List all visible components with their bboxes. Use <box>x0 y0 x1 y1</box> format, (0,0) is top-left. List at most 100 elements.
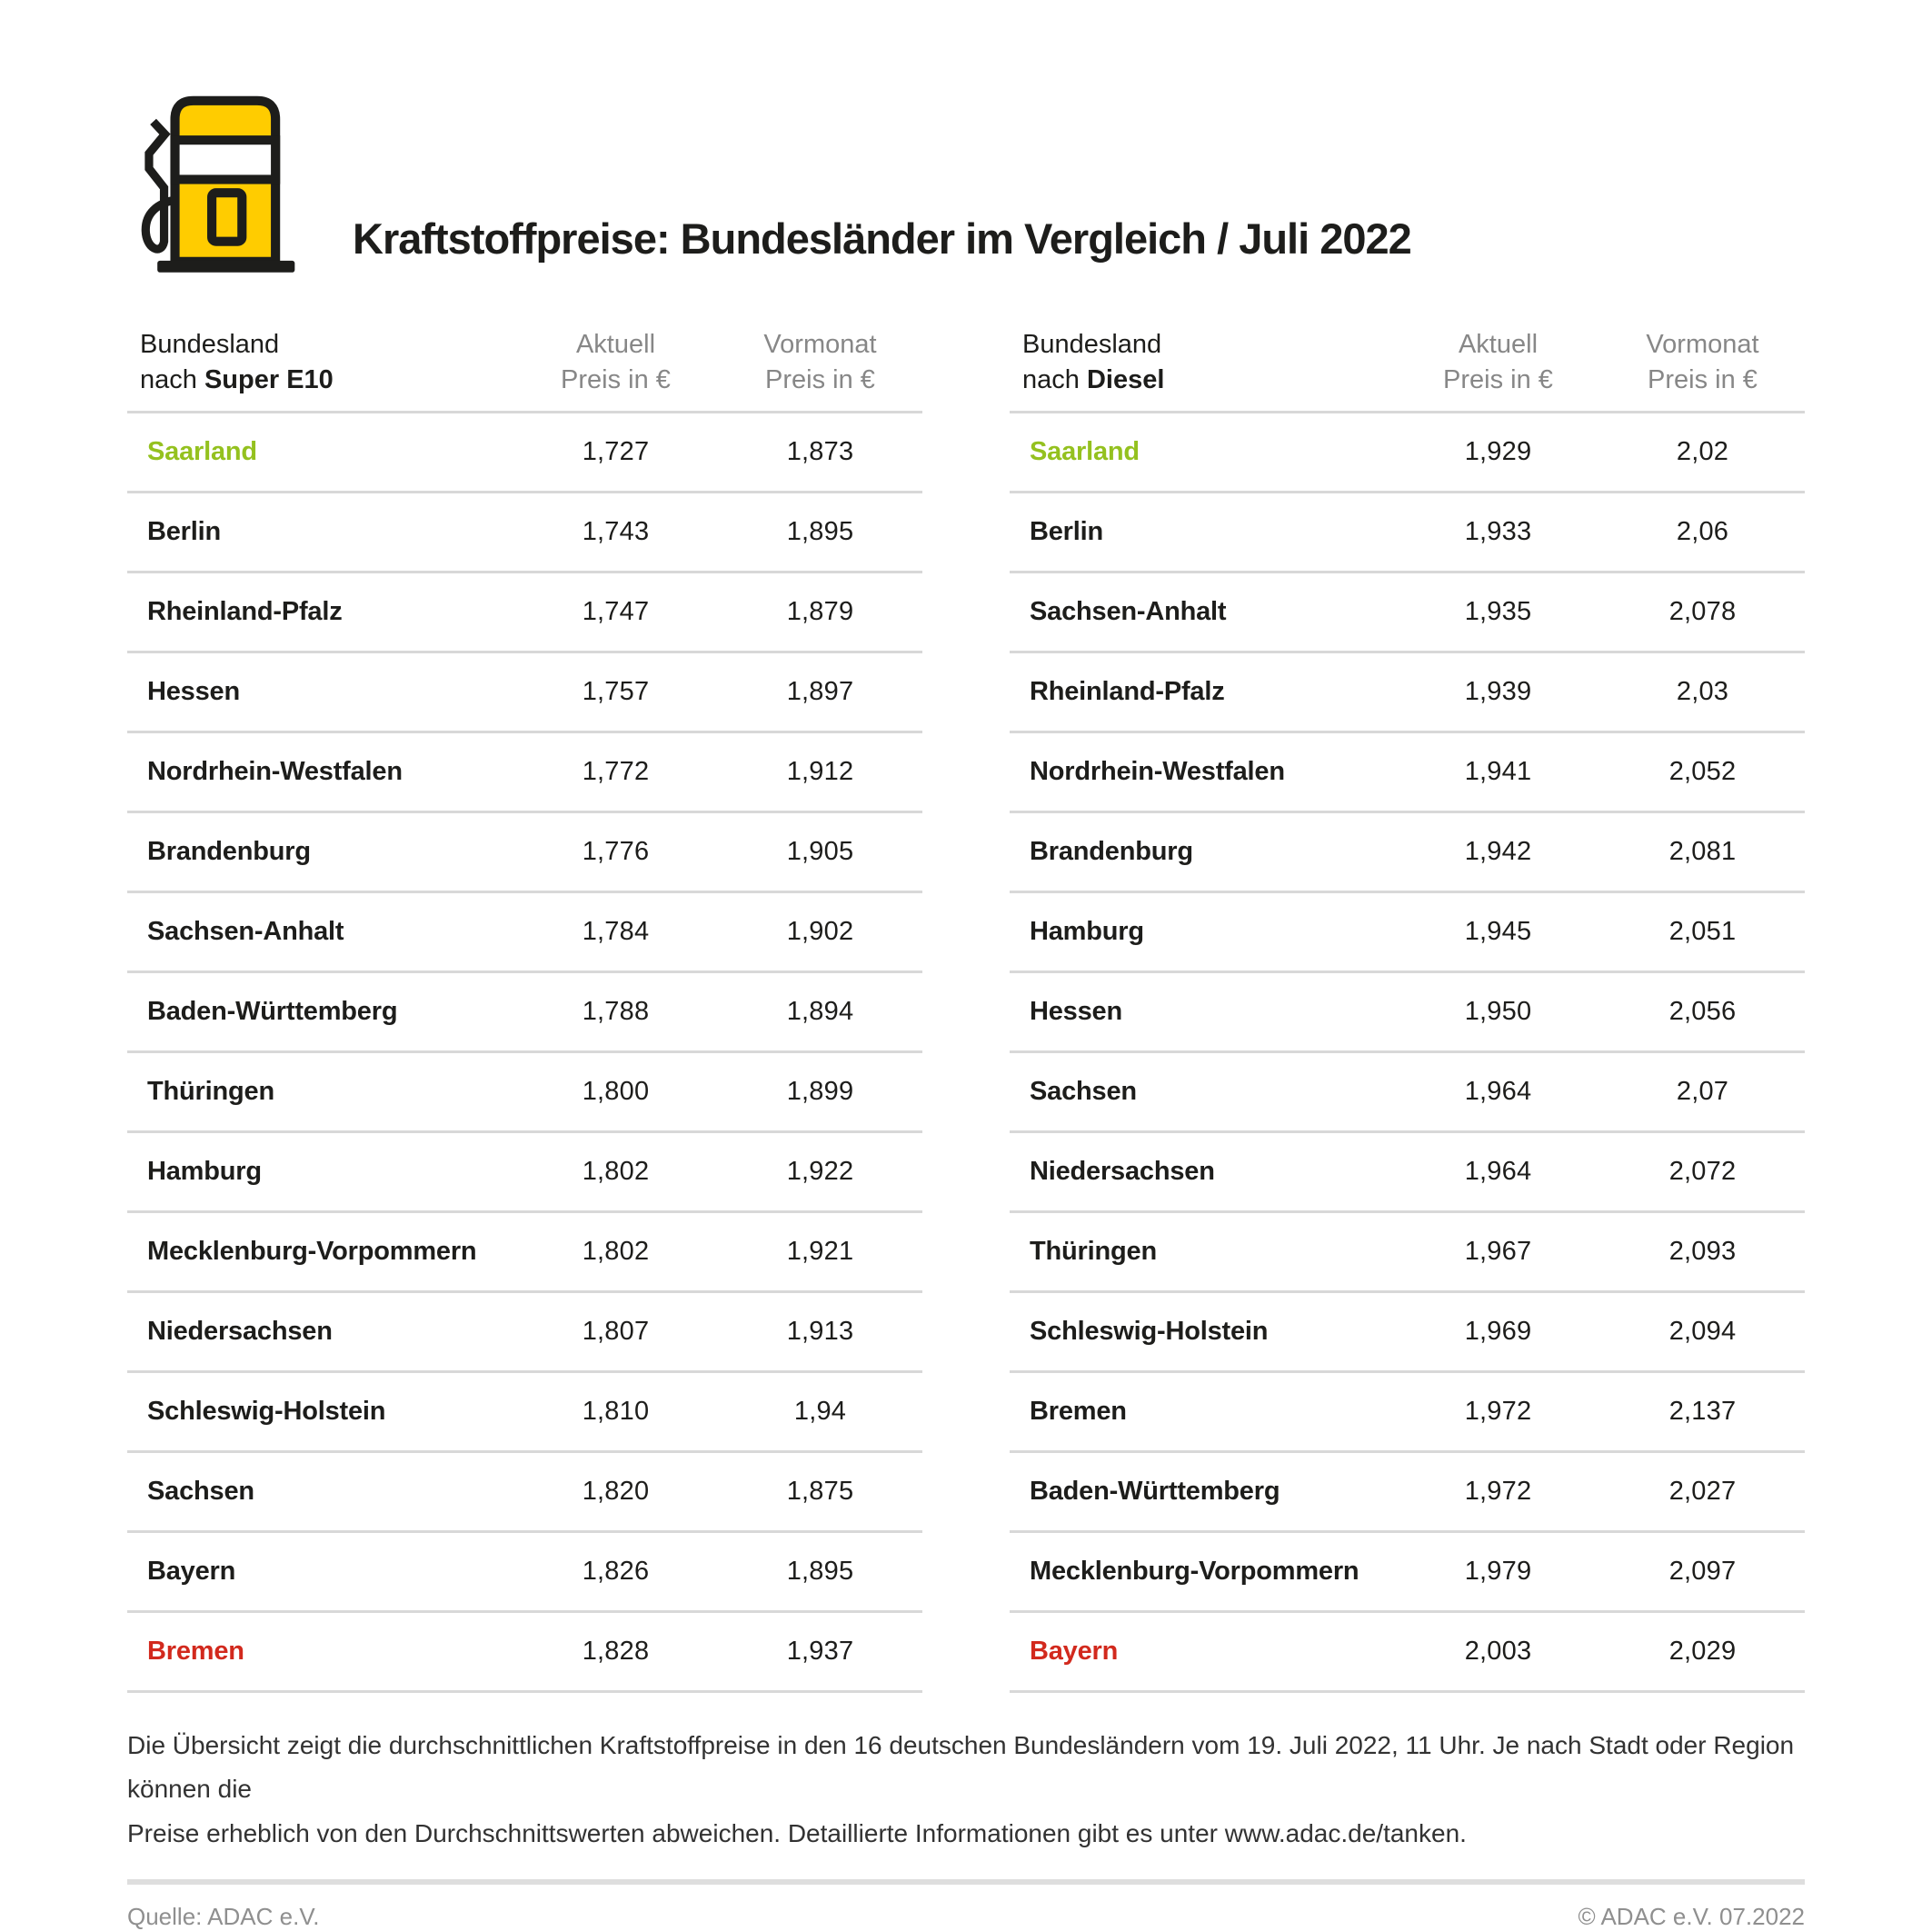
price-aktuell: 1,800 <box>582 1077 650 1107</box>
state-name: Hessen <box>147 677 240 707</box>
column-aktuell-label: Aktuell Preis in € <box>513 327 718 398</box>
table-row: Bayern 2,003 2,029 <box>1010 1613 1805 1694</box>
footnote-line2: Preise erheblich von den Durchschnittswe… <box>127 1818 1467 1847</box>
state-name: Bayern <box>147 1557 236 1587</box>
price-vormonat: 2,093 <box>1668 1237 1737 1267</box>
price-unit-line: Preis in € <box>1648 365 1758 395</box>
price-aktuell: 1,972 <box>1464 1477 1532 1507</box>
table-row: Saarland 1,727 1,873 <box>127 413 922 494</box>
state-name: Brandenburg <box>147 837 311 867</box>
price-vormonat: 2,029 <box>1668 1637 1737 1667</box>
column-bundesland-label: Bundesland nach Super E10 <box>127 327 513 398</box>
price-vormonat: 2,097 <box>1668 1557 1737 1587</box>
price-aktuell: 1,979 <box>1464 1557 1532 1587</box>
table-row: Bayern 1,826 1,895 <box>127 1533 922 1614</box>
price-vormonat: 1,875 <box>786 1477 854 1507</box>
price-vormonat: 2,094 <box>1668 1317 1737 1347</box>
price-aktuell: 1,967 <box>1464 1237 1532 1267</box>
table-row: Sachsen 1,820 1,875 <box>127 1453 922 1534</box>
table-row: Mecklenburg-Vorpommern 1,802 1,921 <box>127 1213 922 1294</box>
vormonat-line: Vormonat <box>1646 330 1759 359</box>
price-vormonat: 1,905 <box>786 837 854 867</box>
price-aktuell: 1,772 <box>582 757 650 787</box>
table-row: Hamburg 1,945 2,051 <box>1010 893 1805 974</box>
aktuell-line: Aktuell <box>1458 330 1539 359</box>
price-aktuell: 1,807 <box>582 1317 650 1347</box>
price-aktuell: 1,969 <box>1464 1317 1532 1347</box>
state-name: Thüringen <box>1030 1237 1157 1267</box>
state-name: Berlin <box>1030 517 1103 547</box>
table-row: Berlin 1,743 1,895 <box>127 493 922 574</box>
table-row: Rheinland-Pfalz 1,747 1,879 <box>127 573 922 654</box>
table-row: Niedersachsen 1,964 2,072 <box>1010 1133 1805 1214</box>
table-row: Rheinland-Pfalz 1,939 2,03 <box>1010 653 1805 734</box>
price-aktuell: 1,828 <box>582 1637 650 1667</box>
table-row: Thüringen 1,800 1,899 <box>127 1053 922 1134</box>
price-vormonat: 2,02 <box>1676 437 1729 467</box>
state-name: Hamburg <box>147 1157 262 1187</box>
column-vormonat-label: Vormonat Preis in € <box>1600 327 1805 398</box>
price-aktuell: 1,950 <box>1464 997 1532 1027</box>
price-aktuell: 1,826 <box>582 1557 650 1587</box>
price-vormonat: 2,081 <box>1668 837 1737 867</box>
price-unit-line: Preis in € <box>561 365 671 395</box>
state-name: Sachsen <box>1030 1077 1137 1107</box>
price-vormonat: 1,912 <box>786 757 854 787</box>
price-aktuell: 1,939 <box>1464 677 1532 707</box>
price-aktuell: 1,972 <box>1464 1397 1532 1427</box>
table-row: Bremen 1,972 2,137 <box>1010 1373 1805 1454</box>
table-row: Sachsen 1,964 2,07 <box>1010 1053 1805 1134</box>
price-vormonat: 2,078 <box>1668 597 1737 627</box>
table-row: Sachsen-Anhalt 1,784 1,902 <box>127 893 922 974</box>
table-row: Hamburg 1,802 1,922 <box>127 1133 922 1214</box>
table-row: Berlin 1,933 2,06 <box>1010 493 1805 574</box>
table-row: Brandenburg 1,776 1,905 <box>127 813 922 894</box>
state-name: Sachsen <box>147 1477 254 1507</box>
table-diesel: Bundesland nach Diesel Aktuell Preis in … <box>1010 327 1805 1694</box>
state-name: Nordrhein-Westfalen <box>1030 757 1285 787</box>
state-name: Mecklenburg-Vorpommern <box>147 1237 477 1267</box>
price-aktuell: 1,941 <box>1464 757 1532 787</box>
price-vormonat: 2,052 <box>1668 757 1737 787</box>
price-aktuell: 1,935 <box>1464 597 1532 627</box>
price-vormonat: 1,922 <box>786 1157 854 1187</box>
state-name: Bremen <box>1030 1397 1127 1427</box>
state-name: Sachsen-Anhalt <box>1030 597 1227 627</box>
price-aktuell: 1,810 <box>582 1397 650 1427</box>
price-unit-line: Preis in € <box>1443 365 1553 395</box>
table-row: Brandenburg 1,942 2,081 <box>1010 813 1805 894</box>
state-name: Hamburg <box>1030 917 1144 947</box>
state-name: Schleswig-Holstein <box>147 1397 386 1427</box>
price-vormonat: 1,895 <box>786 517 854 547</box>
footer-divider <box>127 1878 1805 1885</box>
table-row: Baden-Württemberg 1,788 1,894 <box>127 973 922 1054</box>
price-vormonat: 2,056 <box>1668 997 1737 1027</box>
copyright-label: © ADAC e.V. 07.2022 <box>1578 1902 1805 1930</box>
state-name: Baden-Württemberg <box>147 997 398 1027</box>
price-aktuell: 1,942 <box>1464 837 1532 867</box>
fuel-type-label: Diesel <box>1086 365 1165 395</box>
table-row: Bremen 1,828 1,937 <box>127 1613 922 1694</box>
table-row: Niedersachsen 1,807 1,913 <box>127 1293 922 1374</box>
state-name: Nordrhein-Westfalen <box>147 757 403 787</box>
price-vormonat: 1,902 <box>786 917 854 947</box>
price-vormonat: 2,06 <box>1676 517 1729 547</box>
price-vormonat: 1,937 <box>786 1637 854 1667</box>
state-name: Brandenburg <box>1030 837 1193 867</box>
price-aktuell: 2,003 <box>1464 1637 1532 1667</box>
column-aktuell-label: Aktuell Preis in € <box>1396 327 1600 398</box>
price-vormonat: 2,072 <box>1668 1157 1737 1187</box>
state-name: Bremen <box>147 1637 244 1667</box>
label-prefix: nach <box>140 365 204 395</box>
price-vormonat: 1,94 <box>793 1397 847 1427</box>
price-aktuell: 1,788 <box>582 997 650 1027</box>
price-vormonat: 2,07 <box>1676 1077 1729 1107</box>
state-name: Rheinland-Pfalz <box>147 597 343 627</box>
state-name: Thüringen <box>147 1077 274 1107</box>
source-label: Quelle: ADAC e.V. <box>127 1902 320 1930</box>
price-vormonat: 1,921 <box>786 1237 854 1267</box>
state-name: Bayern <box>1030 1637 1119 1667</box>
state-name: Saarland <box>1030 437 1140 467</box>
table-super-e10: Bundesland nach Super E10 Aktuell Preis … <box>127 327 922 1694</box>
